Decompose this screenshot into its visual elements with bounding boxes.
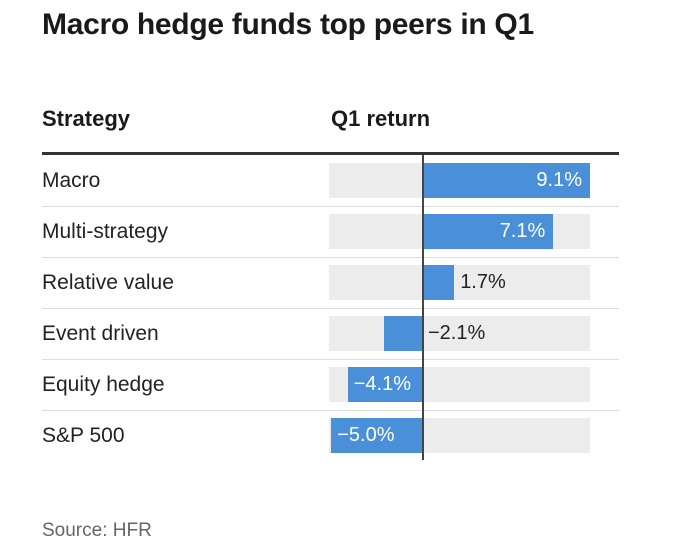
bar-equity-hedge	[347, 367, 423, 402]
bar-relative-value	[423, 265, 455, 300]
bar-macro	[423, 163, 590, 198]
source-note: Source: HFR	[42, 520, 152, 541]
category-label-relative-value: Relative value	[42, 271, 174, 294]
header-rule	[42, 152, 619, 155]
bar-multi-strategy	[423, 214, 554, 249]
value-label-equity-hedge: −4.1%	[353, 373, 412, 395]
bar-event-driven	[384, 316, 423, 351]
category-label-equity-hedge: Equity hedge	[42, 373, 165, 396]
strategy-column-header: Strategy	[42, 106, 131, 131]
bar-s-p-500	[331, 418, 423, 453]
row-divider	[42, 206, 619, 207]
value-label-multi-strategy: 7.1%	[499, 220, 546, 242]
value-label-macro: 9.1%	[536, 169, 582, 191]
bar-track-event-driven	[329, 316, 590, 351]
category-label-s-p-500: S&P 500	[42, 424, 125, 447]
row-divider	[42, 308, 619, 309]
value-label-s-p-500: −5.0%	[337, 424, 395, 446]
zero-axis-line	[422, 155, 424, 460]
category-label-macro: Macro	[42, 169, 101, 192]
value-label-event-driven: −2.1%	[428, 322, 486, 344]
row-divider	[42, 410, 619, 411]
row-divider	[42, 359, 619, 360]
category-label-event-driven: Event driven	[42, 322, 159, 345]
bar-track-relative-value	[329, 265, 590, 300]
row-divider	[42, 257, 619, 258]
return-column-header: Q1 return	[331, 106, 431, 131]
category-label-multi-strategy: Multi-strategy	[42, 220, 169, 243]
chart-title: Macro hedge funds top peers in Q1	[42, 8, 534, 41]
value-label-relative-value: 1.7%	[460, 271, 506, 293]
